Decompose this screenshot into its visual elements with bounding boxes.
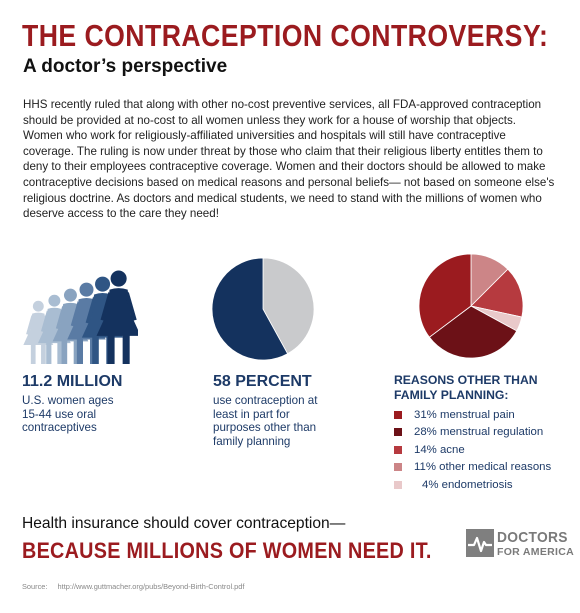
reasons-pie-slice-4 bbox=[418, 253, 472, 338]
legend-percent: 31% bbox=[414, 408, 437, 421]
usage-pie-slice-0 bbox=[262, 257, 315, 355]
legend-percent: 4% bbox=[422, 478, 439, 491]
legend-item: 28% menstrual regulation bbox=[394, 424, 551, 442]
legend-label: endometriosis bbox=[438, 478, 513, 491]
legend-swatch bbox=[394, 428, 402, 437]
footer-headline: BECAUSE MILLIONS OF WOMEN NEED IT. bbox=[22, 538, 432, 563]
woman-figure-icon bbox=[96, 270, 138, 364]
source-url: http://www.guttmacher.org/pubs/Beyond-Bi… bbox=[57, 582, 245, 591]
legend-swatch bbox=[394, 410, 402, 419]
legend-label: acne bbox=[436, 443, 465, 456]
stat-description: use contraception at least in part for p… bbox=[213, 394, 318, 448]
page-subtitle: A doctor’s perspective bbox=[23, 56, 228, 77]
doctors-for-america-logo: DOCTORS FOR AMERICA bbox=[466, 526, 574, 566]
page-title: THE CONTRACEPTION CONTROVERSY: bbox=[22, 18, 549, 53]
legend-item: 31% menstrual pain bbox=[394, 406, 551, 424]
usage-pie-chart bbox=[211, 257, 315, 361]
source-label: Source: bbox=[22, 582, 48, 591]
stat-figure: 58 PERCENT bbox=[213, 373, 312, 390]
stat-description: U.S. women ages 15-44 use oral contracep… bbox=[22, 394, 114, 435]
reasons-title: REASONS OTHER THAN FAMILY PLANNING: bbox=[394, 373, 538, 402]
legend-percent: 28% bbox=[414, 426, 437, 439]
legend-percent: 11% bbox=[414, 461, 436, 474]
logo-text-line2: FOR AMERICA bbox=[497, 546, 574, 558]
legend-item: 14% acne bbox=[394, 441, 551, 459]
legend-item: 11% other medical reasons bbox=[394, 459, 551, 477]
stat-other-purposes: 58 PERCENT use contraception at least in… bbox=[213, 373, 333, 448]
logo-mark-icon bbox=[466, 529, 494, 557]
legend-label: menstrual regulation bbox=[436, 426, 544, 439]
logo-text-line1: DOCTORS bbox=[497, 529, 568, 546]
legend-item: 4% endometriosis bbox=[394, 476, 551, 494]
reasons-pie-slice-1 bbox=[470, 268, 524, 318]
footer-tagline: Health insurance should cover contracept… bbox=[22, 515, 346, 532]
women-figures-icon bbox=[23, 270, 138, 364]
usage-pie-slice-1 bbox=[211, 257, 289, 361]
reasons-pie-chart bbox=[418, 253, 524, 359]
reasons-pie-slice-3 bbox=[428, 305, 518, 359]
legend-swatch bbox=[394, 445, 402, 454]
reasons-legend: 31% menstrual pain 28% menstrual regulati… bbox=[394, 406, 551, 494]
legend-label: other medical reasons bbox=[435, 461, 552, 474]
intro-paragraph: HHS recently ruled that along with other… bbox=[23, 98, 555, 221]
legend-label: menstrual pain bbox=[436, 408, 515, 421]
source-citation: Source: http://www.guttmacher.org/pubs/B… bbox=[22, 582, 244, 591]
stat-oral-contraceptives: 11.2 MILLION U.S. women ages 15-44 use o… bbox=[22, 373, 172, 435]
legend-swatch bbox=[394, 480, 402, 489]
legend-percent: 14% bbox=[414, 443, 437, 456]
stat-figure: 11.2 MILLION bbox=[22, 373, 123, 390]
legend-swatch bbox=[394, 463, 402, 472]
